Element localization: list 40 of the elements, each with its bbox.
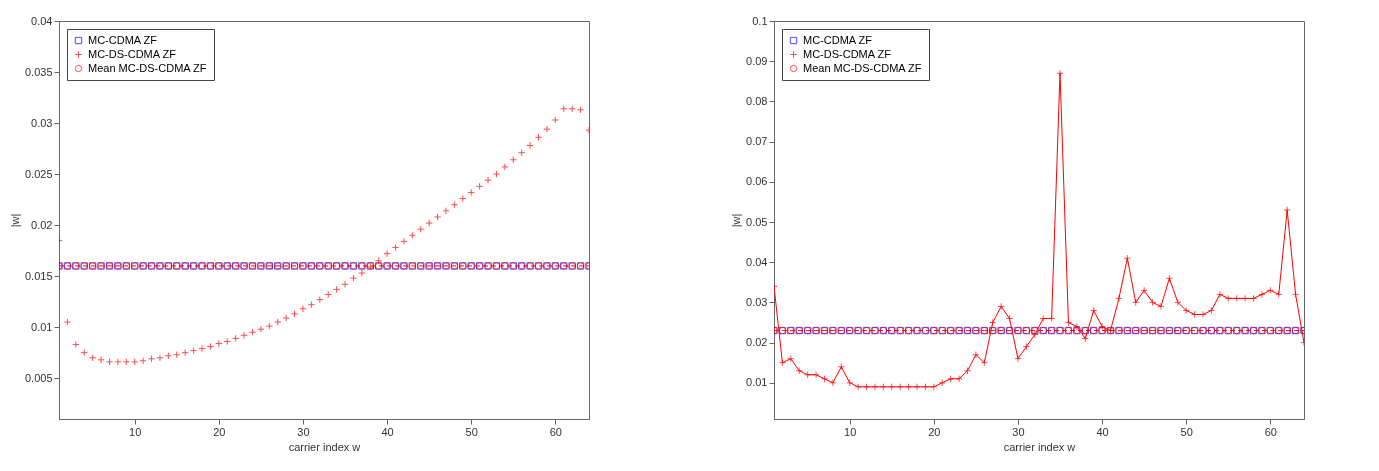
x-tick-label: 20 xyxy=(213,425,226,438)
x-tick-label: 30 xyxy=(297,425,310,438)
legend-label: MC-DS-CDMA ZF xyxy=(88,47,177,60)
y-axis-title: |w| xyxy=(730,213,743,228)
y-tick-label: 0.005 xyxy=(24,371,53,384)
y-tick-label: 0.04 xyxy=(31,14,53,27)
y-tick-label: 0.02 xyxy=(746,336,768,349)
y-tick-label: 0.03 xyxy=(31,116,53,129)
y-tick-label: 0.06 xyxy=(746,175,768,188)
x-tick-label: 10 xyxy=(844,425,857,438)
legend-label: MC-CDMA ZF xyxy=(88,33,158,46)
y-tick-label: 0.04 xyxy=(746,255,768,268)
y-tick-label: 0.03 xyxy=(746,295,768,308)
legend-label: MC-CDMA ZF xyxy=(803,33,873,46)
x-tick-label: 50 xyxy=(465,425,478,438)
y-tick-label: 0.09 xyxy=(746,54,768,67)
legend-label: MC-DS-CDMA ZF xyxy=(803,47,892,60)
y-tick-label: 0.02 xyxy=(31,218,53,231)
y-tick-label: 0.015 xyxy=(24,269,53,282)
x-tick-label: 10 xyxy=(129,425,142,438)
y-tick-label: 0.025 xyxy=(24,167,53,180)
x-tick-label: 40 xyxy=(1096,425,1109,438)
y-axis-title: |w| xyxy=(8,213,21,228)
x-tick-label: 50 xyxy=(1180,425,1193,438)
y-tick-label: 0.035 xyxy=(24,65,53,78)
y-tick-label: 0.05 xyxy=(746,215,768,228)
y-tick-label: 0.01 xyxy=(746,376,768,389)
y-tick-label: 0.01 xyxy=(31,320,53,333)
x-tick-label: 20 xyxy=(928,425,941,438)
legend-label: Mean MC-DS-CDMA ZF xyxy=(803,61,922,74)
x-axis-title: carrier index w xyxy=(288,440,361,453)
x-axis-title: carrier index w xyxy=(1003,440,1076,453)
legend-label: Mean MC-DS-CDMA ZF xyxy=(88,61,207,74)
x-tick-label: 60 xyxy=(1264,425,1277,438)
x-tick-label: 60 xyxy=(549,425,562,438)
y-tick-label: 0.08 xyxy=(746,94,768,107)
x-tick-label: 30 xyxy=(1012,425,1025,438)
x-tick-label: 40 xyxy=(381,425,394,438)
y-tick-label: 0.1 xyxy=(752,14,768,27)
y-tick-label: 0.07 xyxy=(746,135,768,148)
